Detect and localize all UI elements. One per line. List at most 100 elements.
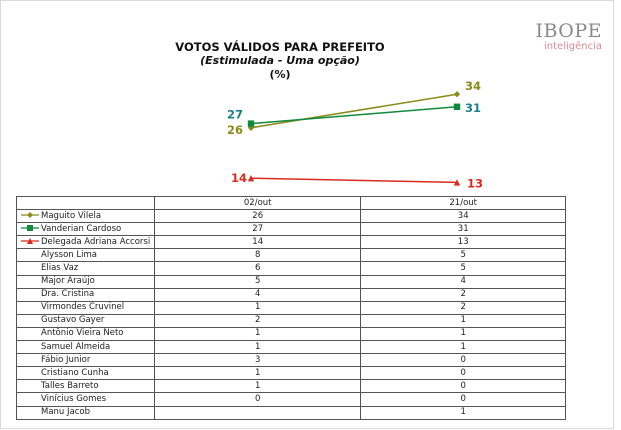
table-row: Fábio Junior 3 0: [15, 353, 567, 368]
data-label: 31: [465, 101, 481, 115]
series-line: [250, 93, 458, 129]
candidate-name-cell: Manu Jacob: [15, 405, 156, 420]
value-cell-02out: 2: [154, 313, 362, 328]
table-row: Elias Vaz 6 5: [15, 261, 567, 276]
candidate-name: Vanderian Cardoso: [41, 223, 122, 234]
chart-unit: (%): [269, 68, 291, 81]
value-cell-21out: 5: [360, 248, 567, 263]
logo-tagline: inteligência: [544, 41, 602, 52]
value-cell-21out: 0: [360, 379, 567, 394]
data-point: [247, 124, 255, 131]
table-row: Talles Barreto 1 0: [15, 379, 567, 394]
value-cell-21out: 34: [360, 209, 567, 224]
candidate-name: Talles Barreto: [41, 380, 99, 391]
candidate-name: Gustavo Gayer: [41, 315, 105, 326]
value-cell-02out: 1: [154, 340, 362, 355]
table-row: Antônio Vieira Neto 1 1: [15, 326, 567, 342]
table-row: Major Araújo 5 4: [15, 274, 567, 289]
data-label: 34: [465, 79, 481, 93]
value-cell-21out: 2: [360, 300, 567, 315]
candidate-name: Maguito Vilela: [41, 210, 102, 221]
data-label: 27: [227, 108, 243, 122]
candidate-name-cell: Alysson Lima: [15, 248, 156, 263]
value-cell-21out: 31: [360, 222, 567, 237]
data-label: 26: [227, 123, 243, 137]
value-cell-02out: 14: [154, 235, 362, 250]
table-header-empty: [15, 195, 156, 211]
candidate-name-cell: Virmondes Cruvinel: [15, 300, 156, 315]
value-cell-02out: 1: [154, 366, 362, 381]
table-row: Gustavo Gayer 2 1: [15, 313, 567, 328]
table-row: Delegada Adriana Accorsi 14 13: [15, 235, 567, 250]
value-cell-02out: 1: [154, 300, 362, 315]
line-chart: 26 34 27 31 14 13: [227, 79, 483, 190]
candidate-name-cell: Delegada Adriana Accorsi: [15, 235, 156, 250]
table-row: Alysson Lima 8 5: [15, 248, 567, 263]
value-cell-21out: 13: [360, 235, 567, 250]
data-table: 02/out 21/out Maguito Vilela 26 34 Vanderia…: [15, 195, 567, 420]
candidate-name: Cristiano Cunha: [41, 367, 109, 378]
chart-subtitle: (Estimulada - Uma opção): [200, 54, 360, 67]
ibope-logo: IBOPE inteligência: [535, 22, 602, 53]
candidate-name-cell: Gustavo Gayer: [15, 313, 156, 328]
value-cell-02out: 5: [154, 274, 362, 289]
value-cell-21out: 5: [360, 261, 567, 276]
value-cell-21out: 4: [360, 274, 567, 289]
value-cell-21out: 1: [360, 405, 567, 420]
table-row: Samuel Almeida 1 1: [15, 340, 567, 355]
data-point: [453, 103, 461, 110]
logo-wordmark: IBOPE: [535, 20, 602, 42]
candidate-name-cell: Cristiano Cunha: [15, 366, 156, 381]
candidate-name-cell: Antônio Vieira Neto: [15, 326, 156, 342]
series-line: [250, 177, 458, 184]
legend-key-square: [21, 225, 39, 232]
candidate-name-cell: Vanderian Cardoso: [15, 222, 156, 237]
chart-titles: VOTOS VÁLIDOS PARA PREFEITO (Estimulada …: [150, 40, 410, 82]
series-line: [250, 106, 458, 125]
candidate-name: Virmondes Cruvinel: [41, 302, 125, 313]
value-cell-21out: 2: [360, 287, 567, 302]
table-row: Dra. Cristina 4 2: [15, 287, 567, 302]
value-cell-02out: 4: [154, 287, 362, 302]
table-row: Vanderian Cardoso 27 31: [15, 222, 567, 237]
data-point: [247, 175, 255, 182]
candidate-name: Fábio Junior: [41, 354, 91, 365]
candidate-name-cell: Vinícius Gomes: [15, 392, 156, 407]
value-cell-21out: 1: [360, 340, 567, 355]
candidate-name: Alysson Lima: [41, 249, 97, 260]
value-cell-02out: 3: [154, 353, 362, 368]
table-row: Manu Jacob 1: [15, 405, 567, 420]
candidate-name: Antônio Vieira Neto: [41, 328, 124, 339]
value-cell-21out: 0: [360, 366, 567, 381]
chart-title: VOTOS VÁLIDOS PARA PREFEITO: [175, 40, 385, 54]
data-point: [247, 120, 255, 127]
candidate-name: Elias Vaz: [41, 263, 79, 274]
value-cell-02out: 6: [154, 261, 362, 276]
candidate-name: Major Araújo: [41, 276, 95, 287]
candidate-name: Samuel Almeida: [41, 341, 111, 352]
candidate-name-cell: Major Araújo: [15, 274, 156, 289]
value-cell-02out: 27: [154, 222, 362, 237]
value-cell-21out: 0: [360, 392, 567, 407]
data-label: 14: [231, 171, 247, 185]
legend-key-diamond: [21, 212, 39, 219]
candidate-name-cell: Dra. Cristina: [15, 287, 156, 302]
candidate-name: Vinícius Gomes: [41, 393, 107, 404]
value-cell-02out: 1: [154, 326, 362, 342]
value-cell-02out: 0: [154, 392, 362, 407]
table-header-col1: 02/out: [154, 195, 362, 211]
data-label: 13: [467, 176, 483, 190]
table-row: Cristiano Cunha 1 0: [15, 366, 567, 381]
table-row: Virmondes Cruvinel 1 2: [15, 300, 567, 315]
candidate-name-cell: Elias Vaz: [15, 261, 156, 276]
candidate-name-cell: Samuel Almeida: [15, 340, 156, 355]
value-cell-02out: 8: [154, 248, 362, 263]
candidate-name: Dra. Cristina: [41, 289, 95, 300]
table-header-col2: 21/out: [360, 195, 567, 211]
data-point: [453, 179, 461, 186]
candidate-name-cell: Maguito Vilela: [15, 209, 156, 224]
table-row: Maguito Vilela 26 34: [15, 209, 567, 224]
data-point: [453, 91, 461, 98]
legend-key-triangle: [21, 238, 39, 245]
